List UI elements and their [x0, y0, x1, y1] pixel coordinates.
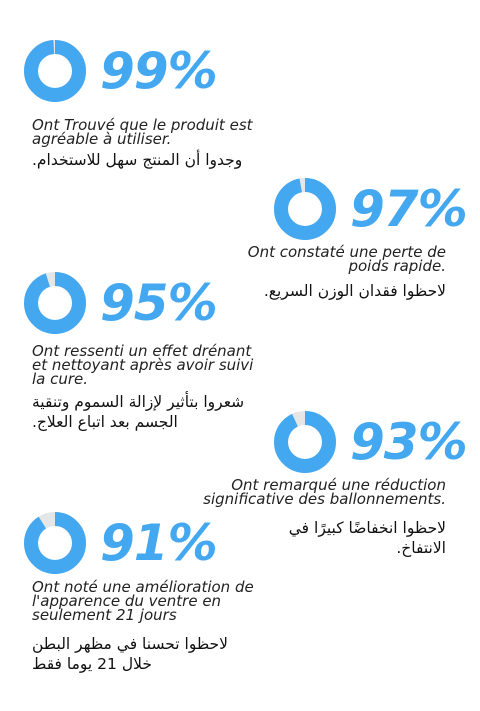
stat-percentage: 99% [100, 42, 218, 100]
stat-percentage: 97% [350, 180, 468, 238]
donut-99-icon [24, 40, 86, 102]
stat-percentage: 91% [100, 514, 218, 572]
donut-fill [274, 411, 336, 473]
donut-fill [274, 178, 336, 240]
stat-text-fr: Ont remarqué une réduction significative… [203, 476, 446, 508]
stat-text-fr: Ont Trouvé que le produit est agréable à… [32, 116, 253, 148]
stat-text-ar: لاحظوا تحسنا في مظهر البطن خلال 21 يوما … [32, 635, 228, 673]
stat-text-fr: Ont constaté une perte de poids rapide. [247, 243, 446, 275]
stat-item-99: 99% Ont Trouvé que le produit est agréab… [0, 0, 480, 190]
stat-text-fr: Ont ressenti un effet drénant et nettoya… [32, 342, 254, 388]
stat-text-ar: وجدوا أن المنتج سهل للاستخدام. [32, 151, 243, 169]
stat-text-ar: لاحظوا فقدان الوزن السريع. [263, 282, 446, 300]
donut-fill [24, 272, 86, 334]
stat-text-ar: شعروا بتأثير لإزالة السموم وتنقية الجسم … [32, 393, 245, 431]
donut-fill [24, 512, 86, 574]
donut-93-icon [274, 411, 336, 473]
donut-fill [24, 40, 86, 102]
stat-text-fr: Ont noté une amélioration de l'apparence… [32, 578, 254, 624]
stat-item-95: 95% Ont ressenti un effet drénant et net… [24, 272, 254, 431]
stat-percentage: 93% [350, 413, 468, 471]
stat-item-93: 93% Ont remarqué une réduction significa… [203, 411, 468, 557]
stat-item-97: 97% Ont constaté une perte de poids rapi… [0, 0, 480, 300]
donut-91-icon [24, 512, 86, 574]
stat-text-ar: لاحظوا انخفاضًا كبيرًا في الانتفاخ. [288, 519, 446, 557]
donut-97-icon [274, 178, 336, 240]
stat-percentage: 95% [100, 274, 218, 332]
donut-95-icon [24, 272, 86, 334]
